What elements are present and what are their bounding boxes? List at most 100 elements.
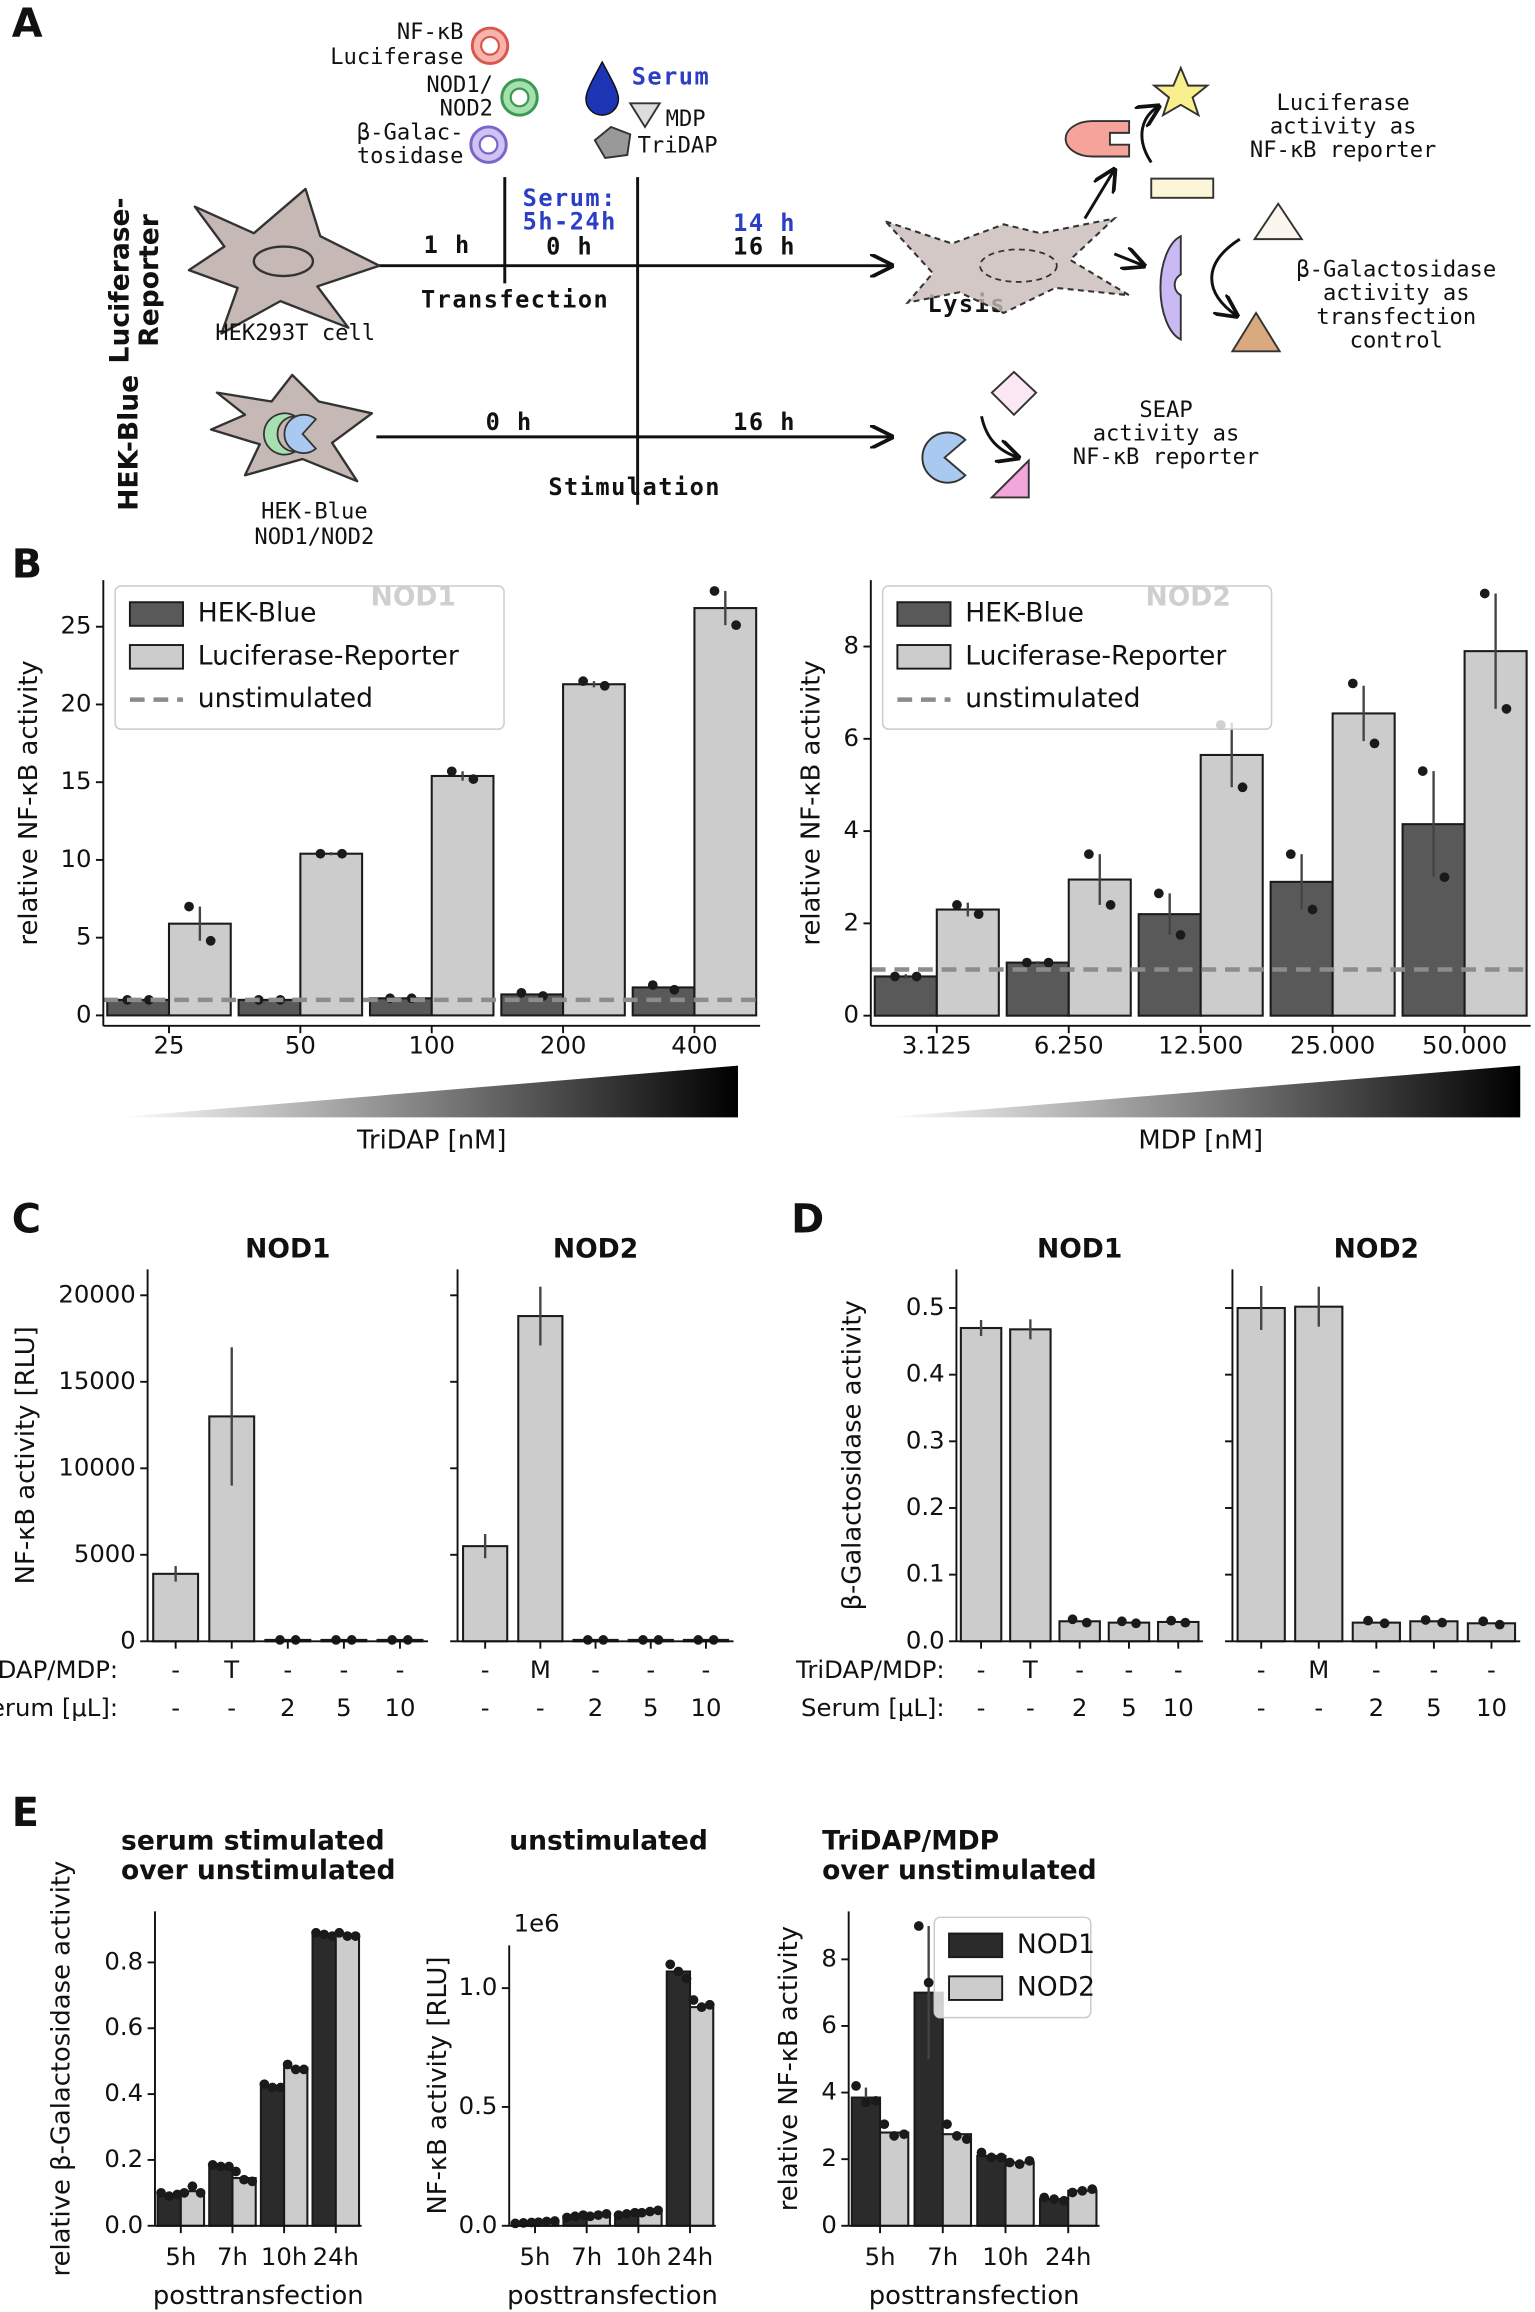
y-tick-label: 5000 [74, 1539, 136, 1568]
data-point [681, 1973, 692, 1984]
data-point [890, 971, 900, 982]
substrate [990, 370, 1038, 417]
y-tick-label: 0.1 [906, 1559, 945, 1588]
time-label: 0 h [546, 232, 593, 260]
data-point [1180, 1617, 1191, 1628]
y-tick-label: 0 [120, 1625, 136, 1654]
x-tick-label: - [536, 1693, 545, 1722]
data-point [976, 2147, 987, 2158]
x-tick-label: - [1372, 1655, 1381, 1684]
x-tick-label: - [977, 1693, 986, 1722]
readout: activity as [1093, 420, 1240, 446]
readout: activity as [1323, 280, 1470, 306]
data-point [1049, 2194, 1059, 2205]
y-tick-label: 15000 [58, 1366, 135, 1395]
y-tick-label: 0 [821, 2210, 837, 2239]
x-tick-label: - [977, 1655, 986, 1684]
y-tick-label: 2 [821, 2143, 837, 2172]
ligand-label: TriDAP [638, 133, 718, 159]
readout: Luciferase [1277, 90, 1410, 116]
y-tick-label: 6 [844, 723, 860, 752]
bar [1409, 1620, 1459, 1643]
data-point [164, 2191, 175, 2202]
chart-title: NOD1 [245, 1234, 330, 1265]
bar [517, 1315, 564, 1643]
bar [1157, 1620, 1200, 1643]
y-tick-label: 8 [821, 1943, 837, 1972]
x-tick-label: - [171, 1693, 180, 1722]
cell-label: HEK293T cell [215, 320, 375, 346]
y-tick-label: 25 [61, 611, 92, 640]
hek293t-cell [187, 187, 381, 335]
data-point [334, 1927, 345, 1938]
y-tick-label: 2 [844, 907, 860, 936]
panel-label: E [12, 1790, 39, 1836]
data-point [179, 2187, 190, 2198]
x-tick-label: - [481, 1693, 490, 1722]
x-tick-label: - [702, 1655, 711, 1684]
data-point [331, 1635, 341, 1645]
bar [334, 1933, 361, 2227]
data-point [541, 2216, 552, 2227]
y-tick-label: 20000 [58, 1279, 135, 1308]
data-point [1067, 2187, 1078, 2198]
x-tick-label: 5 [336, 1693, 352, 1722]
x-tick-label: - [171, 1655, 180, 1684]
data-point [224, 2161, 234, 2172]
data-point [247, 2176, 258, 2187]
data-point [144, 994, 154, 1005]
x-tick-label: T [223, 1655, 239, 1684]
x-tick-label: 5h [520, 2242, 551, 2271]
y-tick-label: 0.4 [104, 2078, 143, 2107]
data-point [231, 2166, 241, 2177]
x-tick-label: 5h [865, 2242, 896, 2271]
x-tick-label: - [396, 1655, 405, 1684]
chart-title: unstimulated [509, 1826, 708, 1857]
x-tick-label: 2 [588, 1693, 604, 1722]
x-tick-label: 2 [1072, 1693, 1088, 1722]
x-axis-label: MDP [nM] [1138, 1125, 1263, 1155]
lysed-cell [882, 216, 1130, 315]
step-label: Transfection [421, 286, 609, 314]
data-point [446, 766, 457, 777]
x-tick-label: 24h [667, 2242, 713, 2271]
bar [1401, 823, 1466, 1017]
x-tick-label: 5 [1426, 1693, 1442, 1722]
x-tick-label: 100 [408, 1030, 454, 1059]
data-point [259, 2079, 270, 2090]
data-point [205, 935, 216, 946]
legend-swatch [896, 644, 952, 670]
x-tick-label: 400 [671, 1030, 717, 1059]
data-point [570, 2211, 580, 2222]
y-tick-label: 0.0 [459, 2210, 498, 2239]
readout: NF-κB reporter [1250, 137, 1437, 163]
bar [688, 2006, 715, 2227]
x-tick-label: - [227, 1693, 236, 1722]
seap [921, 431, 967, 484]
legend-label: unstimulated [198, 683, 373, 714]
tridap-icon [593, 125, 632, 159]
serum-window: Serum: [523, 184, 617, 212]
data-point [275, 2082, 286, 2093]
arrow [980, 415, 1019, 457]
legend-swatch [128, 644, 184, 670]
bar [1058, 1620, 1101, 1643]
data-point [1494, 1619, 1505, 1630]
x-tick-label: 5h [165, 2242, 196, 2271]
bar [873, 975, 938, 1017]
data-point [879, 2119, 890, 2130]
readout: activity as [1270, 113, 1417, 139]
data-point [986, 2152, 997, 2163]
data-point [1024, 2155, 1035, 2166]
data-point [911, 971, 922, 982]
data-point [593, 2210, 604, 2220]
bar [1466, 1622, 1517, 1643]
x-tick-label: - [1429, 1655, 1438, 1684]
bar [106, 998, 171, 1017]
data-point [1369, 738, 1380, 749]
step-label: Stimulation [548, 473, 721, 501]
data-point [299, 2064, 309, 2075]
plasmid-label: NF-κB [397, 19, 464, 45]
y-tick-label: 8 [844, 631, 860, 660]
